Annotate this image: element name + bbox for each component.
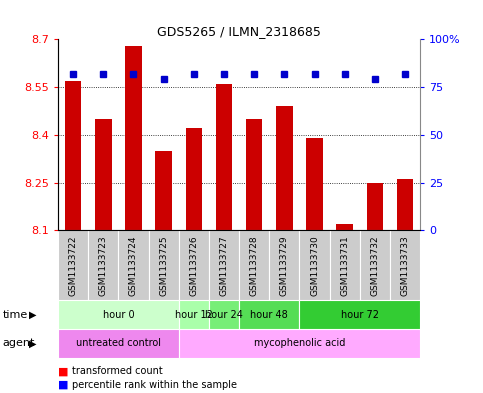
Text: transformed count: transformed count <box>72 366 163 376</box>
Text: GSM1133733: GSM1133733 <box>400 235 410 296</box>
Text: time: time <box>2 310 28 320</box>
Bar <box>299 230 330 300</box>
Text: GSM1133723: GSM1133723 <box>99 235 108 296</box>
Bar <box>360 230 390 300</box>
Bar <box>149 230 179 300</box>
Bar <box>276 106 293 230</box>
Text: GSM1133729: GSM1133729 <box>280 235 289 296</box>
Text: hour 72: hour 72 <box>341 310 379 320</box>
Bar <box>125 46 142 230</box>
Text: hour 24: hour 24 <box>205 310 243 320</box>
Bar <box>185 129 202 230</box>
Bar <box>209 300 239 329</box>
Text: hour 0: hour 0 <box>102 310 134 320</box>
Text: GSM1133731: GSM1133731 <box>340 235 349 296</box>
Title: GDS5265 / ILMN_2318685: GDS5265 / ILMN_2318685 <box>157 25 321 38</box>
Bar <box>397 179 413 230</box>
Bar <box>209 230 239 300</box>
Bar <box>58 329 179 358</box>
Text: percentile rank within the sample: percentile rank within the sample <box>72 380 238 390</box>
Bar <box>239 230 270 300</box>
Bar <box>58 230 88 300</box>
Text: hour 48: hour 48 <box>250 310 288 320</box>
Text: GSM1133724: GSM1133724 <box>129 235 138 296</box>
Bar <box>179 230 209 300</box>
Text: agent: agent <box>2 338 35 348</box>
Bar <box>179 329 420 358</box>
Text: mycophenolic acid: mycophenolic acid <box>254 338 345 348</box>
Text: GSM1133726: GSM1133726 <box>189 235 199 296</box>
Bar <box>118 230 149 300</box>
Bar <box>306 138 323 230</box>
Bar <box>299 300 420 329</box>
Text: untreated control: untreated control <box>76 338 161 348</box>
Text: ■: ■ <box>58 380 69 390</box>
Bar <box>65 81 81 230</box>
Text: ▶: ▶ <box>28 310 36 320</box>
Text: ■: ■ <box>58 366 69 376</box>
Bar <box>367 182 383 230</box>
Bar <box>239 300 299 329</box>
Bar <box>179 300 209 329</box>
Text: GSM1133725: GSM1133725 <box>159 235 168 296</box>
Bar <box>390 230 420 300</box>
Bar <box>156 151 172 230</box>
Bar <box>58 300 179 329</box>
Text: GSM1133727: GSM1133727 <box>219 235 228 296</box>
Text: hour 12: hour 12 <box>175 310 213 320</box>
Bar <box>216 84 232 230</box>
Bar <box>337 224 353 230</box>
Bar <box>246 119 262 230</box>
Text: GSM1133728: GSM1133728 <box>250 235 259 296</box>
Text: GSM1133730: GSM1133730 <box>310 235 319 296</box>
Bar <box>88 230 118 300</box>
Bar <box>95 119 112 230</box>
Text: GSM1133732: GSM1133732 <box>370 235 380 296</box>
Text: GSM1133722: GSM1133722 <box>69 235 78 296</box>
Bar <box>330 230 360 300</box>
Text: ▶: ▶ <box>28 338 36 348</box>
Bar <box>270 230 299 300</box>
